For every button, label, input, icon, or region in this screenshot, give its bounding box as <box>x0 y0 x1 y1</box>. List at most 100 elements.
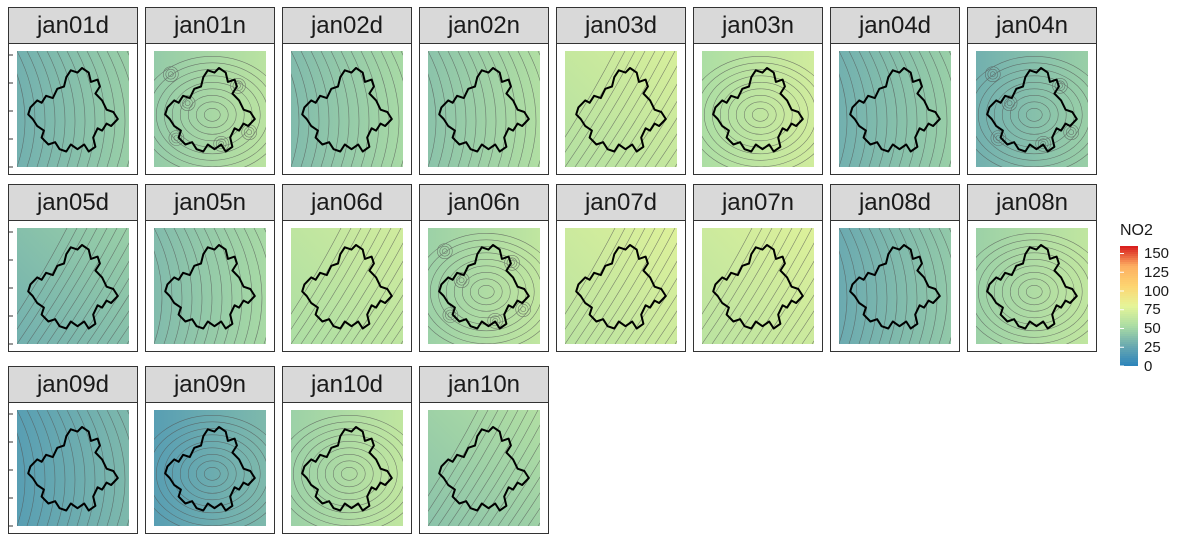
city-boundary-outline <box>575 244 667 330</box>
legend-color-step <box>1120 292 1138 295</box>
facet-panel: jan08n <box>967 184 1097 352</box>
legend-color-step <box>1120 252 1138 255</box>
legend-color-step <box>1120 318 1138 321</box>
legend-color-step <box>1120 320 1138 323</box>
no2-raster-fill <box>428 410 540 526</box>
legend-color-step <box>1120 254 1138 257</box>
legend-color-step <box>1120 276 1138 279</box>
legend-color-step <box>1120 316 1138 319</box>
no2-surface-map <box>291 51 403 167</box>
facet-strip-label: jan03n <box>693 7 823 44</box>
legend-color-step <box>1120 268 1138 271</box>
city-boundary-outline <box>849 67 941 153</box>
facet-panel: jan05n <box>145 184 275 352</box>
facet-plot-area <box>967 220 1097 352</box>
facet-strip-label: jan10n <box>419 366 549 403</box>
legend-color-step <box>1120 346 1138 349</box>
contour-lines <box>976 56 1088 167</box>
facet-panel: jan01n <box>145 7 275 175</box>
legend-color-step <box>1120 358 1138 361</box>
facet-panel: jan05d <box>8 184 138 352</box>
facet-plot-area <box>693 43 823 175</box>
no2-surface-map <box>9 410 129 527</box>
facet-panel: jan02d <box>282 7 412 175</box>
city-boundary-outline <box>164 244 256 330</box>
legend-color-step <box>1120 262 1138 265</box>
facet-plot-area <box>830 220 960 352</box>
legend-color-step <box>1120 314 1138 317</box>
facet-plot-area <box>282 43 412 175</box>
no2-surface-map <box>9 51 129 168</box>
legend-color-step <box>1120 360 1138 363</box>
no2-surface-map <box>565 51 677 167</box>
facet-panel: jan09n <box>145 366 275 534</box>
no2-raster-fill <box>565 51 677 167</box>
legend-color-step <box>1120 260 1138 263</box>
legend-color-step <box>1120 354 1138 357</box>
facet-plot-area <box>419 43 549 175</box>
no2-surface-map <box>154 228 266 344</box>
no2-raster-fill <box>976 228 1088 344</box>
contour-lines <box>839 228 951 344</box>
no2-raster-fill <box>291 228 403 344</box>
facet-plot-area <box>145 220 275 352</box>
contour-lines <box>428 51 540 167</box>
facet-plot-area <box>419 402 549 534</box>
no2-surface-map <box>976 51 1088 167</box>
facet-panel: jan07n <box>693 184 823 352</box>
legend-color-step <box>1120 288 1138 291</box>
legend-color-step <box>1120 296 1138 299</box>
legend-color-step <box>1120 256 1138 259</box>
legend-color-step <box>1120 302 1138 305</box>
legend-tick-label: 50 <box>1144 320 1161 337</box>
legend-color-step <box>1120 338 1138 341</box>
city-boundary-outline <box>438 244 530 330</box>
no2-surface-map <box>154 51 266 167</box>
legend-color-step <box>1120 350 1138 353</box>
no2-surface-map <box>702 228 814 344</box>
legend-tick-label: 150 <box>1144 245 1170 262</box>
legend-color-step <box>1120 332 1138 335</box>
facet-strip-label: jan06d <box>282 184 412 221</box>
facet-strip-label: jan10d <box>282 366 412 403</box>
no2-surface-map <box>839 51 951 167</box>
no2-surface-map <box>428 410 540 526</box>
contour-lines <box>565 228 677 344</box>
no2-raster-fill <box>702 51 814 167</box>
no2-surface-map <box>702 51 814 167</box>
city-boundary-outline <box>27 67 119 153</box>
facet-plot-area <box>145 43 275 175</box>
city-boundary-outline <box>986 67 1078 153</box>
legend-color-step <box>1120 282 1138 285</box>
legend-color-step <box>1120 280 1138 283</box>
legend-color-step <box>1120 312 1138 315</box>
legend-color-step <box>1120 352 1138 355</box>
facet-strip-label: jan04n <box>967 7 1097 44</box>
no2-surface-map <box>154 410 266 526</box>
no2-raster-fill <box>428 228 540 344</box>
city-boundary-outline <box>438 426 530 512</box>
facet-panel: jan04d <box>830 7 960 175</box>
facet-plot-area <box>419 220 549 352</box>
no2-raster-fill <box>839 228 951 344</box>
no2-raster-fill <box>976 51 1088 167</box>
no2-surface-map <box>291 228 403 344</box>
no2-surface-map <box>9 228 129 345</box>
legend-color-step <box>1120 342 1138 345</box>
facet-strip-label: jan07d <box>556 184 686 221</box>
legend-color-step <box>1120 270 1138 273</box>
legend-color-step <box>1120 356 1138 359</box>
facet-strip-label: jan06n <box>419 184 549 221</box>
facet-strip-label: jan05d <box>8 184 138 221</box>
no2-raster-fill <box>291 51 403 167</box>
facet-panel: jan08d <box>830 184 960 352</box>
contour-lines <box>291 228 403 344</box>
facet-strip-label: jan01d <box>8 7 138 44</box>
facet-panel: jan10n <box>419 366 549 534</box>
legend-color-step <box>1120 286 1138 289</box>
legend-color-step <box>1120 264 1138 267</box>
city-boundary-outline <box>301 244 393 330</box>
contour-lines <box>291 415 403 526</box>
contour-lines <box>291 51 403 167</box>
no2-raster-fill <box>17 51 129 167</box>
